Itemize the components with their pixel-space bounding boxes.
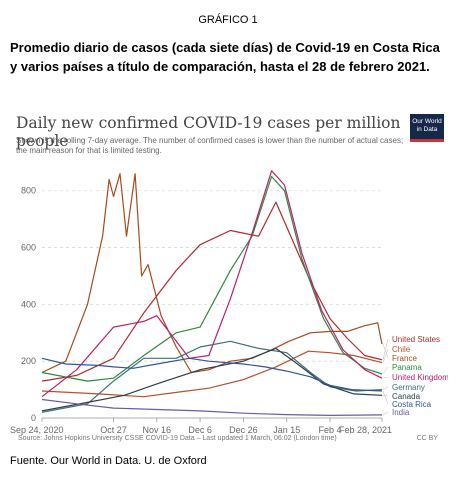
figure-number: GRÁFICO 1 xyxy=(198,14,258,26)
x-tick-label: Feb 28, 2021 xyxy=(339,425,392,435)
y-tick-label: 800 xyxy=(21,186,36,196)
figure-caption: Promedio diario de casos (cada siete día… xyxy=(10,40,440,74)
x-tick-label: Dec 26 xyxy=(229,425,258,435)
logo-line-2: in Data xyxy=(416,126,438,133)
y-tick-label: 400 xyxy=(21,299,36,309)
y-tick-label: 0 xyxy=(31,413,36,423)
series-line-canada xyxy=(41,347,383,412)
owid-logo[interactable]: Our World in Data xyxy=(410,114,444,142)
series-line-india xyxy=(41,398,383,416)
legend-connector xyxy=(382,411,389,416)
legend-connector xyxy=(382,348,389,363)
legend-connector xyxy=(382,366,389,375)
x-tick-label: Dec 6 xyxy=(188,425,212,435)
legend-connector xyxy=(382,395,389,397)
y-tick-label: 600 xyxy=(21,243,36,253)
series-lines xyxy=(41,170,383,416)
x-tick-label: Jan 15 xyxy=(273,425,300,435)
legend-label: India xyxy=(392,408,410,417)
series-line-france xyxy=(41,173,383,374)
legend-label: Canada xyxy=(392,392,421,401)
x-tick-label: Nov 16 xyxy=(143,425,172,435)
source-note: Source: Johns Hopkins University CSSE CO… xyxy=(18,435,337,442)
series-line-panama xyxy=(41,175,383,382)
legend-connector xyxy=(382,390,389,405)
logo-line-1: Our World xyxy=(412,118,442,125)
legend-label: Panama xyxy=(392,363,422,372)
series-line-united-states xyxy=(41,201,383,382)
legend-label: Germany xyxy=(392,383,425,392)
legend-connector xyxy=(382,344,389,359)
source-footer: Fuente. Our World in Data. U. de Oxford xyxy=(10,455,207,467)
legend-label: Costa Rica xyxy=(392,400,432,409)
legend-connector xyxy=(382,386,389,390)
legend-label: Chile xyxy=(392,345,411,354)
legend-label: United States xyxy=(392,335,440,344)
grid: 0 200 400 600 800 Sep 24, 2020 Oct 27 Nov 16 Dec… xyxy=(10,186,392,435)
chart-title: Daily new confirmed COVID-19 cases per m… xyxy=(16,114,401,150)
y-tick-label: 200 xyxy=(21,356,36,366)
series-line-united-kingdom xyxy=(41,170,383,398)
legend-label: France xyxy=(392,354,417,363)
x-tick-label: Sep 24, 2020 xyxy=(10,425,64,435)
series-line-costa-rica xyxy=(41,357,383,392)
legend-label: United Kingdom xyxy=(392,373,448,382)
series-line-chile xyxy=(41,350,383,398)
license-link[interactable]: CC BY xyxy=(417,435,439,442)
line-chart: 0 200 400 600 800 Sep 24, 2020 Oct 27 Nov 16 Dec… xyxy=(10,170,448,442)
legend-connector xyxy=(382,338,389,360)
x-tick-label: Oct 27 xyxy=(100,425,127,435)
legend-connector xyxy=(382,376,389,379)
chart-subtitle: Shown is the rolling 7-day average. The … xyxy=(16,136,404,155)
x-tick-label: Feb 4 xyxy=(319,425,342,435)
series-line-germany xyxy=(41,340,383,413)
chart-figure: Daily new confirmed COVID-19 cases per m… xyxy=(8,110,448,450)
